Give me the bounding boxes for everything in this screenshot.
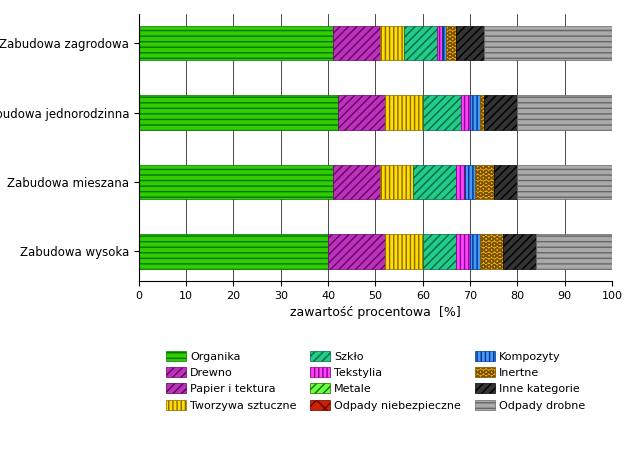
Bar [517, 95, 612, 130]
Bar [480, 95, 485, 130]
Bar [493, 164, 517, 199]
Bar [385, 234, 423, 269]
Bar [456, 26, 485, 60]
Bar [333, 26, 380, 60]
Bar [404, 26, 437, 60]
Bar [485, 95, 517, 130]
Bar [380, 26, 404, 60]
Bar [447, 26, 456, 60]
Bar [413, 164, 456, 199]
Bar [437, 26, 442, 60]
Bar [385, 95, 423, 130]
Bar [536, 234, 612, 269]
Bar [461, 95, 470, 130]
Bar [139, 95, 338, 130]
Bar [480, 234, 504, 269]
Bar [423, 95, 461, 130]
Legend: Organika, Drewno, Papier i tektura, Tworzywa sztuczne, Szkło, Tekstylia, Metale,: Organika, Drewno, Papier i tektura, Twor… [160, 345, 591, 416]
Bar [470, 234, 480, 269]
Bar [338, 95, 385, 130]
Bar [139, 26, 333, 60]
X-axis label: zawartość procentowa  [%]: zawartość procentowa [%] [290, 306, 461, 319]
Bar [333, 164, 380, 199]
Bar [139, 164, 333, 199]
Bar [470, 95, 480, 130]
Bar [517, 164, 612, 199]
Bar [504, 234, 536, 269]
Bar [456, 164, 465, 199]
Bar [380, 164, 413, 199]
Bar [485, 26, 612, 60]
Bar [456, 234, 470, 269]
Bar [423, 234, 456, 269]
Bar [466, 164, 475, 199]
Bar [475, 164, 493, 199]
Bar [328, 234, 385, 269]
Bar [139, 234, 328, 269]
Bar [442, 26, 447, 60]
